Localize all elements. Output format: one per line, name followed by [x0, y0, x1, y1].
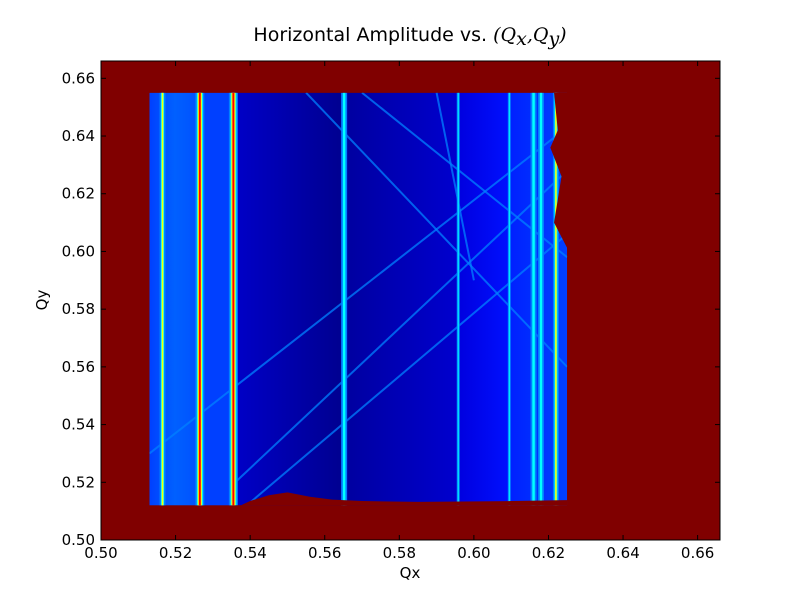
diagonal-resonance-line-2: [249, 233, 568, 504]
scan-band-2: [233, 92, 345, 506]
x-tick-label-6: 0.62: [532, 544, 565, 562]
scan-lower-edge: [231, 492, 568, 510]
x-axis-label: Qx: [400, 564, 421, 582]
y-tick-label-4: 0.58: [62, 300, 95, 318]
x-tick-label-7: 0.64: [606, 544, 639, 562]
y-tick-label-7: 0.64: [62, 127, 95, 145]
y-tick-label-3: 0.56: [62, 358, 95, 376]
scan-region: [149, 92, 569, 510]
x-tick-label-1: 0.52: [159, 544, 192, 562]
scan-right-edge: [550, 92, 569, 252]
x-tick-label-3: 0.56: [308, 544, 341, 562]
diagonal-resonance-line-1: [234, 169, 568, 484]
x-axis: 0.50 0.52 0.54 0.56 0.58 0.60 0.62 0.64 0.66: [84, 61, 714, 562]
scan-band-1: [199, 92, 234, 506]
y-axis-label: Qy: [33, 290, 51, 311]
x-tick-label-4: 0.58: [383, 544, 416, 562]
x-tick-label-2: 0.54: [233, 544, 266, 562]
x-tick-label-0: 0.50: [84, 544, 117, 562]
x-tick-label-8: 0.66: [681, 544, 714, 562]
scan-band-4: [458, 92, 510, 506]
y-tick-label-8: 0.66: [62, 69, 95, 87]
y-tick-label-6: 0.62: [62, 185, 95, 203]
chart-title: Horizontal Amplitude vs. (Qx,Qy): [253, 24, 566, 50]
scan-band-3: [344, 92, 459, 506]
diagonal-resonance-line-0: [149, 126, 568, 455]
diagonal-resonance-line-3: [305, 92, 568, 368]
y-tick-label-2: 0.54: [62, 416, 95, 434]
y-axis: 0.50 0.52 0.54 0.56 0.58 0.60 0.62 0.64 0.66: [62, 69, 720, 549]
y-tick-label-0: 0.50: [62, 531, 95, 549]
scan-band-0: [149, 92, 200, 506]
y-tick-label-5: 0.60: [62, 242, 95, 260]
y-tick-label-1: 0.52: [62, 473, 95, 491]
axes-frame: [100, 60, 721, 541]
x-tick-label-5: 0.60: [457, 544, 490, 562]
diagonal-resonance-line-5: [435, 92, 475, 281]
